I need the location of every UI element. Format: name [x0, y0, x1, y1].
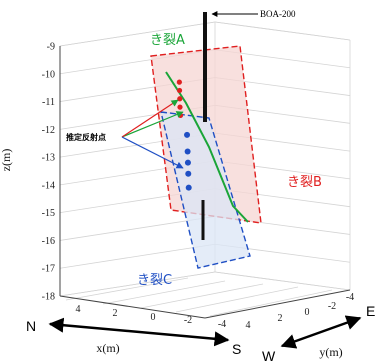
crack-b-point — [176, 79, 182, 85]
x-tick-label: 0 — [151, 312, 156, 323]
y-tick-label: 0 — [305, 307, 310, 318]
z-tick-label: -9 — [47, 42, 55, 53]
plot-axes — [59, 46, 351, 319]
z-tick-label: -11 — [42, 97, 55, 108]
z-tick-labels: -9 -10 -11 -12 -13 -14 -15 -16 -17 -18 — [42, 42, 55, 303]
direction-e: E — [366, 303, 375, 319]
crack-a-label: き裂A — [150, 33, 185, 48]
z-tick-label: -14 — [42, 180, 55, 191]
z-tick-label: -10 — [42, 69, 55, 80]
crack-b-point — [177, 104, 183, 110]
direction-w: W — [262, 348, 276, 363]
y-tick-label: -2 — [328, 301, 336, 312]
direction-s: S — [232, 341, 241, 357]
borehole-label: BOA-200 — [260, 9, 296, 19]
y-axis-label: y(m) — [319, 345, 342, 359]
crack-c-label: き裂C — [137, 273, 172, 288]
y-tick-labels: 4 2 0 -2 -4 — [246, 292, 355, 331]
y-tick-label: 4 — [246, 320, 251, 331]
crack-c-point — [184, 131, 191, 138]
x-tick-labels: 4 2 0 -2 -4 — [76, 304, 227, 330]
crack-b-label: き裂B — [287, 175, 322, 190]
y-tick-label: -4 — [346, 292, 354, 303]
z-axis-label: z(m) — [0, 149, 13, 172]
we-arrow — [280, 315, 362, 349]
z-tick-label: -17 — [42, 264, 55, 275]
z-tick-label: -18 — [42, 292, 55, 303]
crack-b-point — [176, 87, 183, 94]
annotation-label: 推定反射点 — [66, 132, 106, 142]
ns-arrow — [48, 317, 230, 347]
crack-c-point — [184, 148, 191, 155]
x-axis-label: x(m) — [96, 341, 119, 355]
direction-n: N — [26, 318, 36, 334]
annotation-arrow-blue — [121, 136, 184, 169]
annotation-arrow-green — [121, 111, 184, 138]
z-tick-label: -12 — [42, 125, 55, 136]
x-tick-label: -4 — [218, 319, 226, 330]
crack-c-point — [185, 170, 192, 177]
x-tick-label: 2 — [113, 308, 118, 319]
y-tick-label: 2 — [278, 313, 283, 324]
x-tick-label: -2 — [184, 315, 192, 326]
crack-c-points — [184, 131, 192, 191]
z-tick-label: -13 — [42, 153, 55, 164]
annotation-arrow-red — [121, 99, 179, 138]
crack-c-point — [185, 184, 192, 191]
crack-c-point — [184, 159, 191, 166]
z-tick-label: -15 — [42, 208, 55, 219]
z-tick-label: -16 — [42, 236, 55, 247]
x-tick-label: 4 — [76, 304, 81, 315]
